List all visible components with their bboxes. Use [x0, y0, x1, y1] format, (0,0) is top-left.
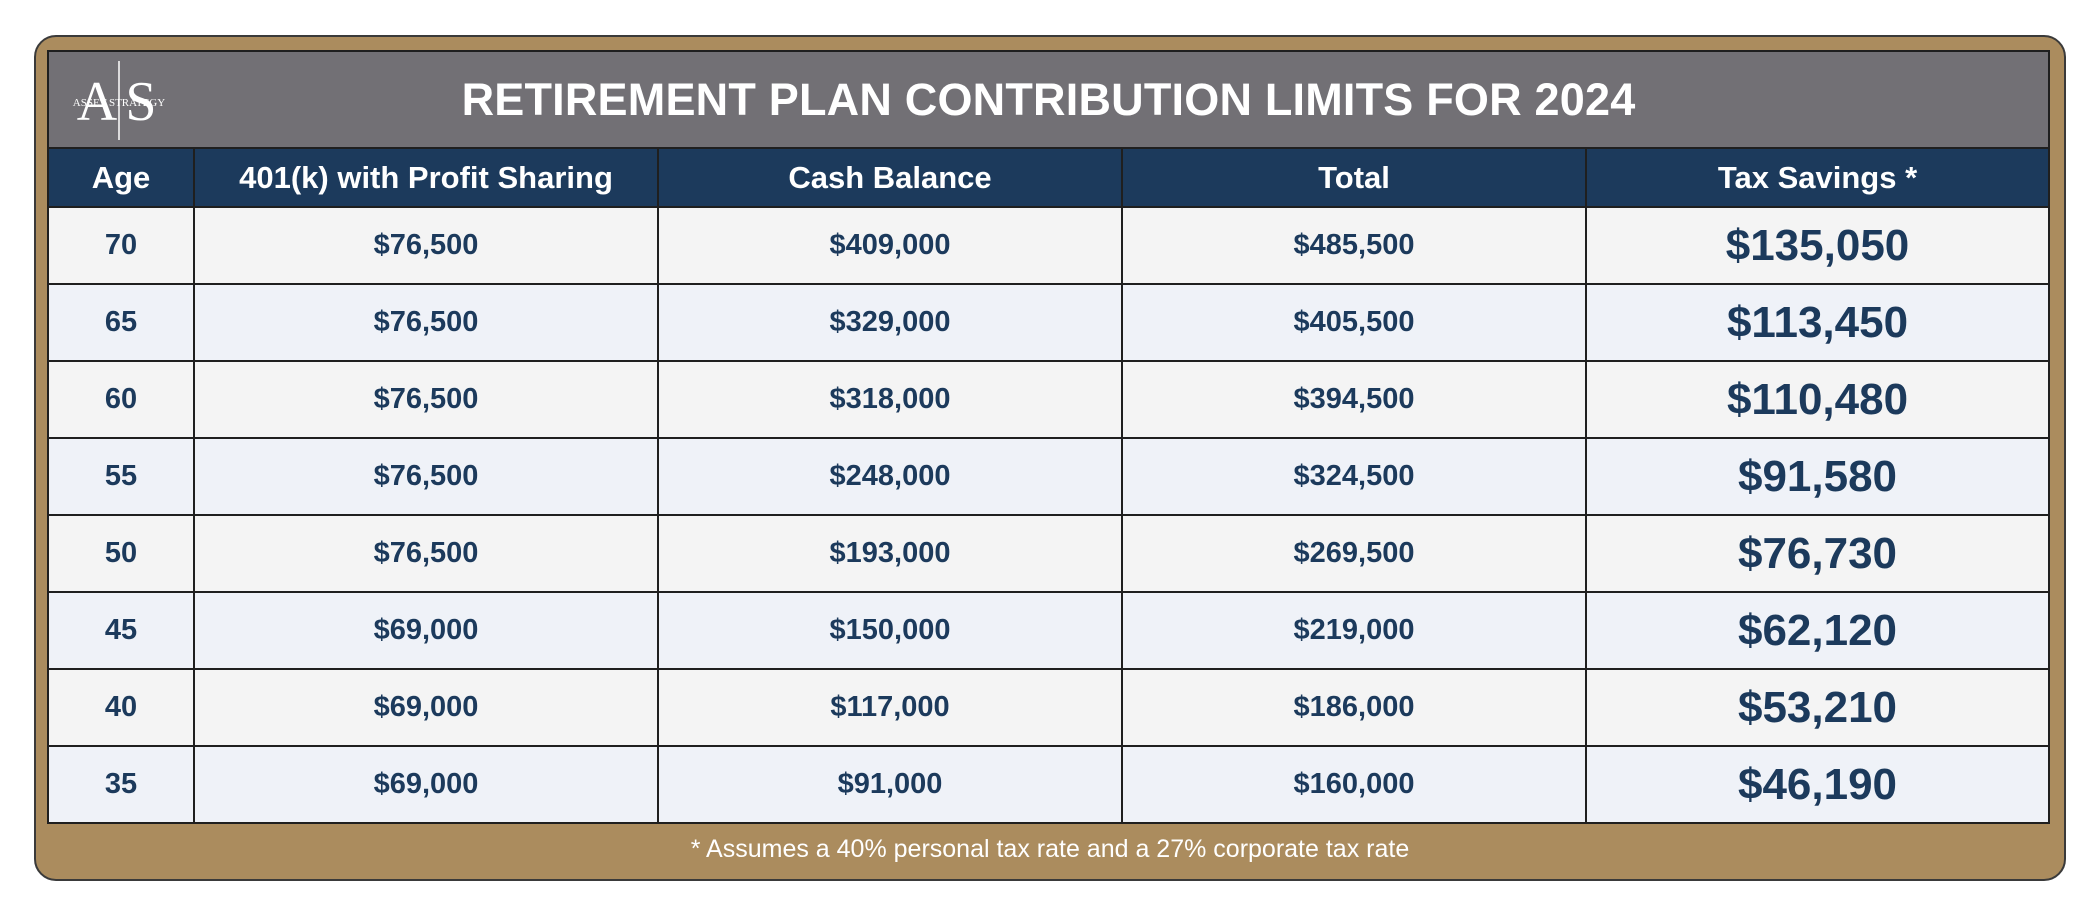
header-tax-savings: Tax Savings * [1585, 149, 2048, 208]
header-row: Age 401(k) with Profit Sharing Cash Bala… [49, 149, 2048, 208]
tax-savings-cell: $53,210 [1585, 668, 2048, 747]
table-row: 55 $76,500 $248,000 $324,500 $91,580 [49, 437, 2048, 516]
cash-balance-cell: $193,000 [657, 514, 1123, 593]
contribution-limits-table: Age 401(k) with Profit Sharing Cash Bala… [49, 149, 2048, 822]
tax-savings-cell: $46,190 [1585, 745, 2048, 822]
profit-sharing-cell: $69,000 [193, 591, 659, 670]
asset-strategy-logo: A S ASSET STRATEGY [73, 61, 165, 140]
tax-savings-cell: $135,050 [1585, 206, 2048, 285]
header-age: Age [49, 149, 195, 208]
table-row: 35 $69,000 $91,000 $160,000 $46,190 [49, 745, 2048, 822]
svg-text:S: S [125, 71, 156, 133]
profit-sharing-cell: $76,500 [193, 206, 659, 285]
total-cell: $394,500 [1121, 360, 1587, 439]
svg-text:A: A [77, 71, 118, 133]
cash-balance-cell: $318,000 [657, 360, 1123, 439]
age-cell: 55 [49, 437, 195, 516]
table-row: 40 $69,000 $117,000 $186,000 $53,210 [49, 668, 2048, 747]
age-cell: 65 [49, 283, 195, 362]
table-row: 50 $76,500 $193,000 $269,500 $76,730 [49, 514, 2048, 593]
limits-card: A S ASSET STRATEGY RETIREMENT PLAN CONTR… [47, 50, 2050, 824]
title-bar: A S ASSET STRATEGY RETIREMENT PLAN CONTR… [49, 52, 2048, 149]
profit-sharing-cell: $76,500 [193, 360, 659, 439]
age-cell: 40 [49, 668, 195, 747]
cash-balance-cell: $117,000 [657, 668, 1123, 747]
total-cell: $186,000 [1121, 668, 1587, 747]
table-row: 65 $76,500 $329,000 $405,500 $113,450 [49, 283, 2048, 362]
tax-savings-cell: $91,580 [1585, 437, 2048, 516]
svg-text:ASSET STRATEGY: ASSET STRATEGY [73, 97, 165, 109]
page-title: RETIREMENT PLAN CONTRIBUTION LIMITS FOR … [461, 74, 1636, 125]
footnote: * Assumes a 40% personal tax rate and a … [690, 835, 1410, 863]
table-row: 70 $76,500 $409,000 $485,500 $135,050 [49, 206, 2048, 285]
age-cell: 70 [49, 206, 195, 285]
age-cell: 60 [49, 360, 195, 439]
profit-sharing-cell: $76,500 [193, 437, 659, 516]
tax-savings-cell: $113,450 [1585, 283, 2048, 362]
cash-balance-cell: $409,000 [657, 206, 1123, 285]
tax-savings-cell: $62,120 [1585, 591, 2048, 670]
table-row: 60 $76,500 $318,000 $394,500 $110,480 [49, 360, 2048, 439]
tax-savings-cell: $110,480 [1585, 360, 2048, 439]
cash-balance-cell: $91,000 [657, 745, 1123, 822]
profit-sharing-cell: $69,000 [193, 668, 659, 747]
age-cell: 45 [49, 591, 195, 670]
table-row: 45 $69,000 $150,000 $219,000 $62,120 [49, 591, 2048, 670]
total-cell: $324,500 [1121, 437, 1587, 516]
total-cell: $269,500 [1121, 514, 1587, 593]
age-cell: 50 [49, 514, 195, 593]
header-401k: 401(k) with Profit Sharing [193, 149, 659, 208]
profit-sharing-cell: $69,000 [193, 745, 659, 822]
cash-balance-cell: $248,000 [657, 437, 1123, 516]
total-cell: $219,000 [1121, 591, 1587, 670]
total-cell: $485,500 [1121, 206, 1587, 285]
profit-sharing-cell: $76,500 [193, 514, 659, 593]
cash-balance-cell: $150,000 [657, 591, 1123, 670]
total-cell: $160,000 [1121, 745, 1587, 822]
header-total: Total [1121, 149, 1587, 208]
profit-sharing-cell: $76,500 [193, 283, 659, 362]
header-cash-balance: Cash Balance [657, 149, 1123, 208]
total-cell: $405,500 [1121, 283, 1587, 362]
age-cell: 35 [49, 745, 195, 822]
cash-balance-cell: $329,000 [657, 283, 1123, 362]
tax-savings-cell: $76,730 [1585, 514, 2048, 593]
